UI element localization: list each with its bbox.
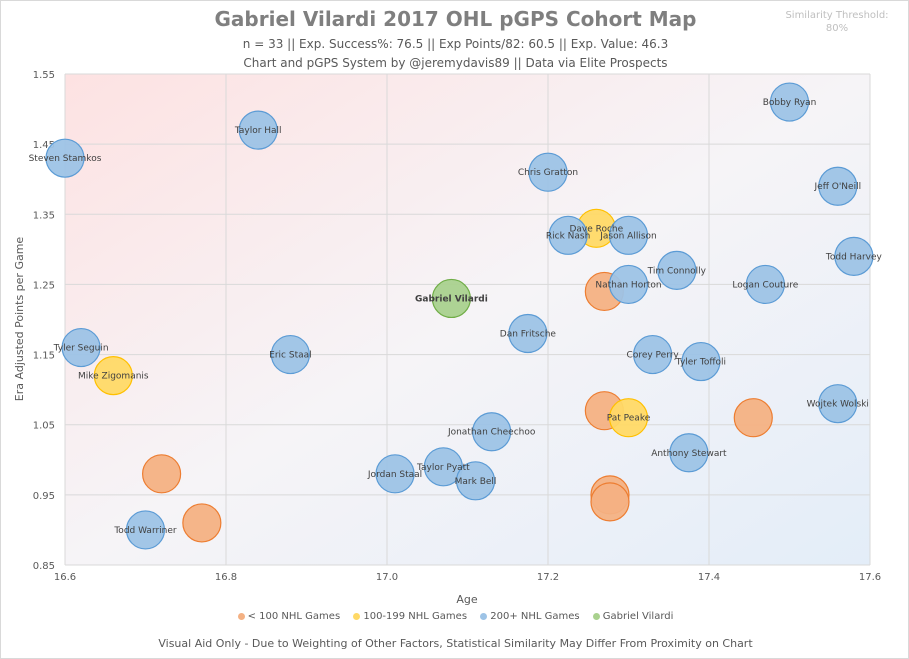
bubble-todd-warriner (125, 510, 166, 550)
y-tick-label: 1.25 (33, 280, 55, 291)
bubble-pat-peake (608, 398, 649, 438)
chart-credit: Chart and pGPS System by @jeremydavis89 … (243, 56, 668, 70)
legend-label: < 100 NHL Games (247, 611, 341, 622)
bubble-label: Wojtek Wolski (807, 400, 869, 410)
y-tick-label: 1.15 (33, 351, 55, 362)
bubble-unlabeled (733, 398, 773, 438)
bubble-label: Dave Roche (569, 224, 623, 234)
bubble-label: Tim Connolly (647, 266, 707, 276)
legend-label: Gabriel Vilardi (602, 611, 674, 622)
y-tick-label: 0.85 (33, 561, 55, 572)
bubble-label: Taylor Hall (234, 126, 282, 136)
bubble-taylor-hall (238, 110, 278, 150)
bubble-label: Dan Fritsche (500, 330, 557, 340)
legend-item-subject: Gabriel Vilardi (592, 611, 674, 622)
bubble-label: Jordan Staal (367, 470, 422, 480)
bubble-mike-zigomanis (93, 356, 133, 396)
bubble-label: Gabriel Vilardi (415, 294, 488, 304)
bubble-label: Logan Couture (732, 280, 798, 290)
legend-label: 100-199 NHL Games (363, 611, 468, 622)
bubble-label: Nathan Horton (595, 280, 661, 290)
footer-note: Visual Aid Only - Due to Weighting of Ot… (158, 637, 753, 650)
bubble-gabriel-vilardi (431, 278, 471, 319)
x-tick-label: 16.6 (54, 572, 76, 583)
legend-item-200plus: 200+ NHL Games (480, 611, 580, 622)
bubble-todd-harvey (834, 236, 874, 276)
bubble-label: Chris Gratton (518, 168, 578, 178)
bubble-wojtek-wolski (818, 384, 858, 424)
chart-title: Gabriel Vilardi 2017 OHL pGPS Cohort Map (214, 7, 697, 31)
legend-item-100-199: 100-199 NHL Games (353, 611, 467, 622)
bubble-label: Jonathan Cheechoo (447, 428, 536, 438)
similarity-threshold: Similarity Threshold: 80% (782, 9, 892, 35)
bubble-jonathan-cheechoo (472, 412, 512, 452)
bubble-label: Anthony Stewart (651, 449, 727, 459)
bubble-label: Tyler Seguin (53, 344, 109, 354)
y-tick-label: 0.95 (33, 491, 55, 502)
x-tick-label: 17.6 (859, 572, 881, 583)
legend-marker (592, 612, 600, 620)
bubble-jason-allison (608, 215, 649, 255)
bubble-tim-connolly (657, 250, 697, 290)
bubble-label: Steven Stamkos (29, 154, 102, 164)
bubble-label: Mike Zigomanis (78, 372, 149, 382)
x-axis-title: Age (456, 593, 478, 606)
legend-label: 200+ NHL Games (490, 611, 580, 622)
y-axis-title: Era Adjusted Points per Game (13, 237, 26, 402)
bubble-jeff-o-neill (818, 166, 858, 206)
bubble-unlabeled (182, 503, 222, 543)
bubble-tyler-toffoli (681, 341, 721, 382)
bubble-rick-nash (548, 215, 588, 255)
bubble-label: Tyler Toffoli (675, 358, 726, 368)
bubble-chris-gratton (528, 152, 568, 192)
bubble-label: Todd Harvey (825, 252, 883, 262)
x-tick-label: 16.8 (215, 572, 237, 583)
bubble-unlabeled (590, 482, 630, 522)
threshold-label: Similarity Threshold: (785, 10, 889, 21)
legend-marker (237, 612, 245, 620)
bubble-unlabeled (142, 454, 182, 494)
bubble-dan-fritsche (508, 313, 548, 354)
y-tick-label: 1.05 (33, 421, 55, 432)
legend-item-lt100: < 100 NHL Games (237, 611, 341, 622)
threshold-value: 80% (825, 23, 849, 34)
bubble-label: Bobby Ryan (763, 98, 817, 108)
bubble-mark-bell (455, 461, 496, 501)
chart-subtitle: n = 33 || Exp. Success%: 76.5 || Exp Poi… (242, 37, 669, 51)
y-tick-label: 1.55 (33, 70, 55, 81)
bubble-label: Mark Bell (455, 477, 497, 487)
bubble-tyler-seguin (61, 327, 101, 368)
bubble-label: Jeff O'Neill (814, 182, 862, 192)
bubble-jordan-staal (375, 454, 415, 494)
bubble-logan-couture (745, 264, 785, 305)
x-tick-label: 17.2 (537, 572, 559, 583)
bubble-label: Rick Nash (546, 231, 590, 241)
x-tick-label: 17.0 (376, 572, 398, 583)
legend-marker (353, 612, 361, 620)
bubble-steven-stamkos (45, 138, 85, 178)
legend: < 100 NHL Games 100-199 NHL Games 200+ N… (1, 611, 908, 622)
y-tick-label: 1.45 (33, 140, 55, 151)
bubble-label: Eric Staal (269, 351, 311, 361)
bubble-label: Todd Warriner (113, 526, 177, 536)
bubble-label: Taylor Pyatt (416, 463, 470, 473)
y-tick-label: 1.35 (33, 210, 55, 221)
bubble-label: Pat Peake (607, 414, 651, 424)
bubble-nathan-horton (608, 264, 649, 305)
bubble-corey-perry (633, 334, 673, 375)
bubble-label: Jason Allison (599, 231, 657, 241)
bubble-eric-staal (270, 334, 310, 375)
bubble-anthony-stewart (669, 433, 709, 473)
bubble-bobby-ryan (769, 82, 810, 122)
legend-marker (480, 612, 488, 620)
bubble-label: Corey Perry (627, 351, 680, 361)
x-tick-label: 17.4 (698, 572, 720, 583)
